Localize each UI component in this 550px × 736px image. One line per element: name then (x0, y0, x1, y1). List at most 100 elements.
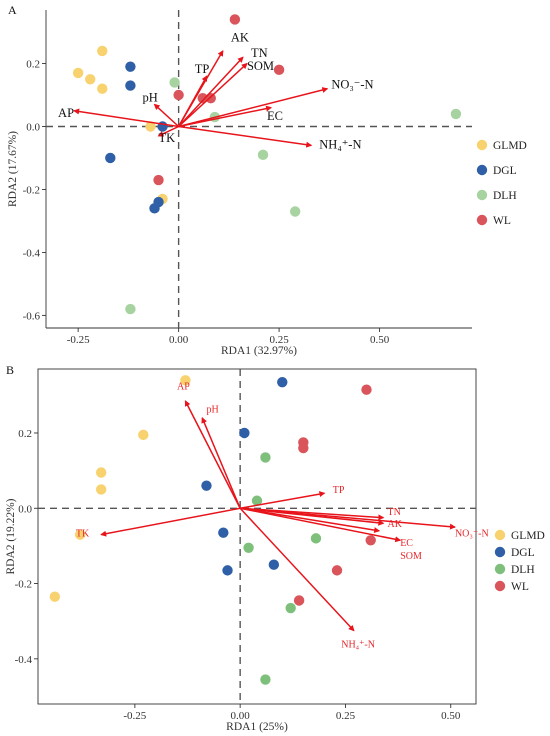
y-tick-label: -0.2 (23, 184, 40, 196)
point-dlh (125, 303, 136, 315)
vector-arrow-ph (153, 103, 180, 128)
vector-label-tp: TP (195, 62, 210, 76)
point-dgl (222, 565, 233, 576)
vector-arrow-ec (240, 507, 402, 543)
vector-label-tk: TK (76, 529, 90, 540)
point-dlh (260, 452, 271, 463)
point-glmd (180, 375, 191, 386)
point-wl (361, 384, 372, 395)
legend-label-dgl: DGL (511, 547, 535, 559)
y-tick-label: 0.0 (26, 121, 40, 133)
x-tick-label: -0.25 (123, 710, 146, 722)
point-glmd (95, 484, 107, 495)
point-dgl (201, 480, 212, 491)
point-wl (197, 92, 208, 104)
vector-label-som: SOM (247, 59, 274, 73)
legend-key-wl (476, 214, 488, 226)
vector-label-nh4-n: NH₄⁺-N (341, 640, 375, 651)
point-dgl (218, 527, 229, 538)
vector-arrow-nh4-n (239, 507, 355, 632)
vector-label-ap: AP (58, 106, 74, 120)
vector-label-som: SOM (400, 551, 422, 562)
point-wl (273, 64, 285, 76)
y-tick-label: -0.6 (23, 310, 41, 322)
point-dlh (243, 542, 254, 553)
panel-label: B (6, 363, 14, 377)
vector-label-nh4-n: NH₄⁺-N (319, 138, 361, 152)
point-dlh (285, 602, 296, 614)
panel-b: B -0.25 0.00 0.25 0.50 -0.4 -0.2 0.0 0.2 RDA1 (25… (5, 363, 545, 733)
x-tick-label: 0.50 (370, 334, 390, 346)
legend-key-dlh (476, 189, 488, 201)
legend-key-dgl (494, 546, 506, 558)
legend-key-dgl (476, 164, 488, 176)
legend-label-dlh: DLH (511, 564, 535, 576)
vector-label-ph: pH (206, 404, 218, 415)
point-wl (298, 442, 309, 454)
x-tick-label: 0.00 (169, 334, 189, 346)
point-dlh (257, 149, 269, 161)
point-glmd (74, 529, 86, 540)
legend-label-glmd: GLMD (493, 140, 527, 152)
point-dlh (289, 206, 301, 217)
x-tick-label: -0.25 (67, 334, 90, 346)
y-axis-title: RDA2 (17.67%) (7, 131, 19, 207)
point-glmd (85, 74, 96, 85)
point-glmd (49, 591, 61, 602)
legend-key-dlh (494, 563, 506, 575)
vector-label-no3-n: NO₃⁻-N (455, 529, 489, 540)
point-wl (153, 174, 164, 186)
point-dgl (125, 80, 136, 91)
vector-arrow-tk (157, 125, 179, 137)
legend-label-wl: WL (511, 581, 529, 593)
y-axis-title: RDA2 (19.22%) (5, 498, 17, 574)
x-axis-title: RDA1 (32.97%) (221, 345, 297, 357)
vector-label-tn: TN (251, 46, 268, 60)
vector-label-no3-n: NO₃⁻-N (331, 78, 373, 92)
vector-arrow-tp (177, 75, 208, 127)
point-dlh (260, 674, 271, 685)
vector-arrow-ph (201, 417, 241, 509)
vector-label-ec: EC (400, 538, 413, 549)
point-dgl (105, 152, 116, 164)
vector-arrow-ap (184, 400, 241, 509)
panel-label: A (8, 3, 17, 17)
vector-label-tn: TN (388, 507, 401, 518)
vector-arrow-no3-n (178, 87, 329, 128)
x-tick-label: 0.25 (269, 334, 289, 346)
point-dgl (277, 376, 288, 388)
point-glmd (72, 67, 84, 79)
vector-arrow-nh4-n (178, 125, 313, 148)
legend-key-glmd (476, 139, 488, 151)
point-wl (331, 565, 343, 576)
vector-arrow-ec (178, 105, 273, 128)
y-tick-label: -0.4 (15, 654, 33, 666)
point-dlh (450, 108, 462, 120)
x-axis-title: RDA1 (25%) (226, 721, 288, 733)
point-wl (293, 595, 305, 606)
vector-label-ak: AK (388, 519, 403, 530)
panel-a: A -0.25 0.00 0.25 0.50 -0.6 -0.4 -0.2 0.0 0.2 RDA1… (7, 3, 527, 357)
point-wl (365, 535, 376, 546)
legend-label-glmd: GLMD (511, 530, 545, 542)
point-wl (173, 89, 184, 101)
vector-arrow-tk (100, 507, 241, 537)
point-dlh (251, 495, 263, 506)
vector-label-ph: pH (142, 90, 157, 104)
point-glmd (95, 467, 107, 478)
point-dgl (268, 559, 280, 570)
vector-label-tk: TK (159, 131, 176, 145)
x-tick-label: 0.50 (441, 710, 461, 722)
point-dgl (239, 427, 250, 439)
legend-label-wl: WL (493, 215, 511, 227)
vector-label-ec: EC (267, 109, 283, 123)
point-dlh (169, 77, 180, 88)
y-tick-label: 0.2 (26, 59, 40, 71)
vector-arrow-som (240, 507, 381, 534)
vector-arrow-tn (178, 56, 244, 128)
vector-label-tp: TP (333, 485, 345, 496)
y-tick-label: 0.2 (18, 428, 32, 440)
legend-label-dgl: DGL (493, 165, 517, 177)
y-tick-label: -0.2 (15, 579, 32, 591)
